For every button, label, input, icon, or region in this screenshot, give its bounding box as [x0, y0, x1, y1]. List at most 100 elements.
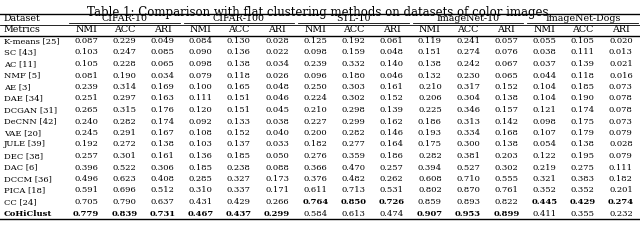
Text: 0.285: 0.285 — [189, 175, 212, 183]
Text: 0.118: 0.118 — [571, 71, 595, 80]
Text: 0.850: 0.850 — [340, 198, 367, 206]
Text: 0.040: 0.040 — [265, 129, 289, 137]
Text: 0.151: 0.151 — [418, 48, 442, 57]
Text: SC [43]: SC [43] — [4, 48, 36, 57]
Text: 0.034: 0.034 — [150, 71, 175, 80]
Text: 0.200: 0.200 — [303, 129, 327, 137]
Text: 0.096: 0.096 — [303, 71, 327, 80]
Text: 0.022: 0.022 — [266, 48, 289, 57]
Text: 0.186: 0.186 — [418, 118, 442, 125]
Text: 0.185: 0.185 — [227, 152, 251, 160]
Text: 0.611: 0.611 — [303, 186, 327, 194]
Text: 0.021: 0.021 — [609, 60, 633, 68]
Text: 0.180: 0.180 — [342, 71, 365, 80]
Text: 0.262: 0.262 — [380, 175, 403, 183]
Text: NMI: NMI — [419, 25, 441, 35]
Text: 0.103: 0.103 — [189, 141, 212, 148]
Text: 0.087: 0.087 — [74, 37, 98, 45]
Text: 0.037: 0.037 — [532, 60, 556, 68]
Text: 0.229: 0.229 — [113, 37, 136, 45]
Text: DAE [34]: DAE [34] — [4, 95, 43, 103]
Text: 0.277: 0.277 — [342, 141, 365, 148]
Text: 0.193: 0.193 — [418, 129, 442, 137]
Text: 0.175: 0.175 — [571, 118, 595, 125]
Text: 0.185: 0.185 — [571, 83, 595, 91]
Text: DeCNN [42]: DeCNN [42] — [4, 118, 56, 125]
Text: 0.705: 0.705 — [74, 198, 98, 206]
Text: 0.105: 0.105 — [571, 37, 595, 45]
Text: 0.061: 0.061 — [380, 37, 404, 45]
Text: 0.045: 0.045 — [265, 106, 289, 114]
Text: 0.250: 0.250 — [303, 83, 327, 91]
Text: PICA [18]: PICA [18] — [4, 186, 45, 194]
Text: 0.396: 0.396 — [74, 164, 98, 171]
Text: VAE [20]: VAE [20] — [4, 129, 41, 137]
Text: 0.138: 0.138 — [227, 60, 251, 68]
Text: 0.162: 0.162 — [380, 118, 404, 125]
Text: 0.303: 0.303 — [342, 83, 365, 91]
Text: 0.120: 0.120 — [189, 106, 212, 114]
Text: 0.138: 0.138 — [418, 60, 442, 68]
Text: ACC: ACC — [114, 25, 135, 35]
Text: 0.228: 0.228 — [113, 60, 136, 68]
Text: 0.161: 0.161 — [380, 83, 404, 91]
Text: ACC: ACC — [343, 25, 364, 35]
Text: 0.161: 0.161 — [150, 152, 175, 160]
Text: 0.092: 0.092 — [189, 118, 212, 125]
Text: 0.050: 0.050 — [265, 152, 289, 160]
Text: 0.299: 0.299 — [342, 118, 365, 125]
Text: 0.266: 0.266 — [266, 198, 289, 206]
Text: DCGAN [31]: DCGAN [31] — [4, 106, 57, 114]
Text: 0.164: 0.164 — [380, 141, 404, 148]
Text: 0.152: 0.152 — [227, 129, 251, 137]
Text: 0.016: 0.016 — [609, 71, 633, 80]
Text: 0.764: 0.764 — [302, 198, 328, 206]
Text: NMI: NMI — [305, 25, 326, 35]
Text: 0.137: 0.137 — [227, 141, 251, 148]
Text: 0.239: 0.239 — [303, 60, 327, 68]
Text: 0.163: 0.163 — [150, 95, 175, 103]
Text: 0.230: 0.230 — [456, 71, 480, 80]
Text: 0.065: 0.065 — [495, 71, 518, 80]
Text: 0.394: 0.394 — [418, 164, 442, 171]
Text: 0.327: 0.327 — [227, 175, 251, 183]
Text: ARI: ARI — [383, 25, 401, 35]
Text: 0.118: 0.118 — [227, 71, 251, 80]
Text: 0.531: 0.531 — [380, 186, 404, 194]
Text: 0.151: 0.151 — [227, 95, 251, 103]
Text: 0.076: 0.076 — [495, 48, 518, 57]
Text: 0.257: 0.257 — [74, 152, 98, 160]
Text: 0.381: 0.381 — [456, 152, 480, 160]
Text: 0.142: 0.142 — [494, 118, 518, 125]
Text: 0.300: 0.300 — [456, 141, 480, 148]
Text: NMI: NMI — [534, 25, 556, 35]
Text: 0.225: 0.225 — [418, 106, 442, 114]
Text: 0.591: 0.591 — [74, 186, 98, 194]
Text: 0.726: 0.726 — [379, 198, 404, 206]
Text: 0.482: 0.482 — [342, 175, 365, 183]
Text: 0.107: 0.107 — [532, 129, 556, 137]
Text: 0.431: 0.431 — [189, 198, 212, 206]
Text: 0.165: 0.165 — [227, 83, 251, 91]
Text: 0.139: 0.139 — [571, 60, 595, 68]
Text: 0.245: 0.245 — [74, 129, 98, 137]
Text: JULE [39]: JULE [39] — [4, 141, 46, 148]
Text: 0.731: 0.731 — [149, 209, 175, 218]
Text: 0.282: 0.282 — [113, 118, 136, 125]
Text: 0.299: 0.299 — [264, 209, 290, 218]
Text: 0.445: 0.445 — [531, 198, 557, 206]
Text: 0.257: 0.257 — [380, 164, 404, 171]
Text: 0.073: 0.073 — [609, 83, 633, 91]
Text: 0.282: 0.282 — [418, 152, 442, 160]
Text: 0.291: 0.291 — [113, 129, 136, 137]
Text: 0.637: 0.637 — [150, 198, 175, 206]
Text: 0.140: 0.140 — [380, 60, 404, 68]
Text: 0.138: 0.138 — [494, 141, 518, 148]
Text: 0.067: 0.067 — [495, 60, 518, 68]
Text: 0.121: 0.121 — [532, 106, 556, 114]
Text: 0.171: 0.171 — [265, 186, 289, 194]
Text: 0.057: 0.057 — [494, 37, 518, 45]
Text: 0.157: 0.157 — [494, 106, 518, 114]
Text: 0.108: 0.108 — [189, 129, 212, 137]
Text: 0.408: 0.408 — [150, 175, 175, 183]
